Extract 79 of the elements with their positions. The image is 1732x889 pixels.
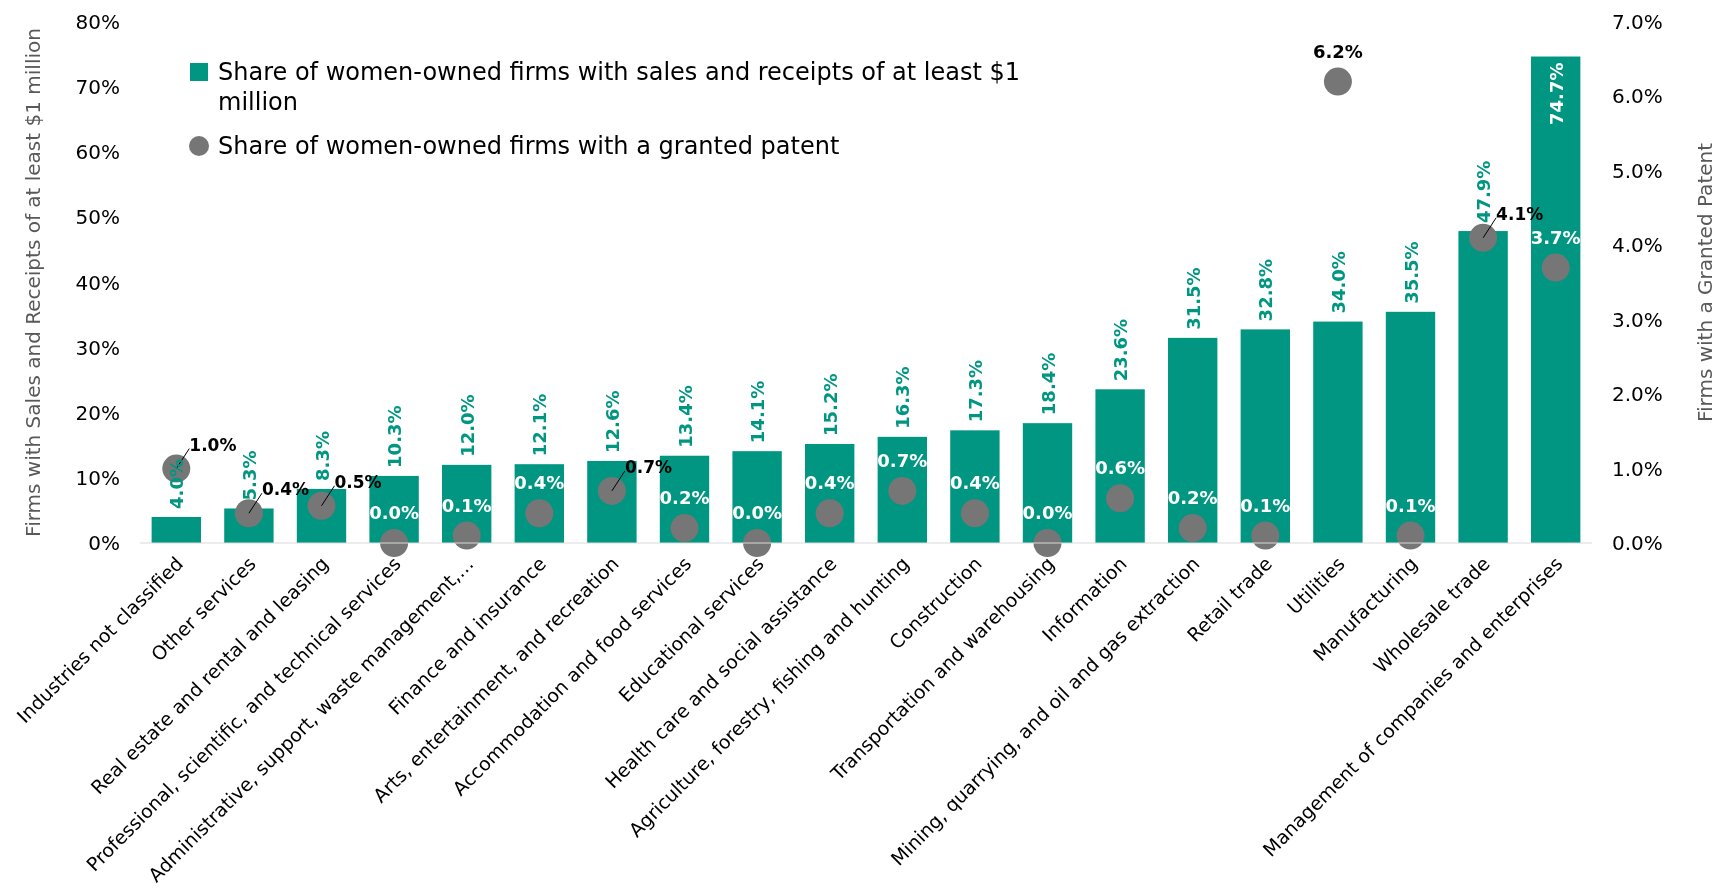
data-label: 1.0%: [189, 434, 237, 455]
point: [1323, 67, 1352, 96]
data-label: 0.4%: [804, 472, 855, 494]
point: [743, 529, 772, 557]
data-label: 12.0%: [456, 394, 478, 457]
point: [1469, 223, 1498, 252]
data-label: 0.4%: [261, 479, 310, 500]
y2-tick-label: 5.0%: [1612, 158, 1663, 183]
data-label: 0.4%: [949, 472, 1000, 494]
point: [1251, 521, 1280, 550]
point: [1541, 253, 1570, 282]
bar: [1458, 231, 1508, 543]
data-label: 5.3%: [238, 450, 260, 501]
data-label: 34.0%: [1327, 251, 1349, 314]
point: [815, 499, 844, 528]
y2-tick-label: 6.0%: [1612, 84, 1663, 109]
y2-tick-label: 7.0%: [1612, 10, 1663, 34]
data-label: 6.2%: [1312, 40, 1363, 62]
data-label: 32.8%: [1255, 258, 1277, 322]
point: [1106, 484, 1135, 513]
data-label: 0.7%: [877, 449, 928, 471]
data-label: 23.6%: [1110, 318, 1132, 382]
data-label: 17.3%: [964, 359, 986, 423]
data-label: 0.4%: [514, 472, 565, 494]
y2-axis-title: Firms with a Granted Patent: [1693, 142, 1717, 423]
data-label: 0.2%: [659, 487, 710, 509]
point: [960, 499, 989, 528]
data-label: 13.4%: [674, 385, 696, 448]
y-tick-label: 40%: [75, 270, 120, 295]
y2-tick-label: 4.0%: [1612, 233, 1663, 258]
data-label: 16.3%: [892, 366, 914, 429]
data-label: 0.6%: [1095, 457, 1146, 479]
data-label: 12.1%: [529, 393, 551, 457]
y-tick-label: 30%: [75, 335, 120, 360]
point: [1033, 529, 1062, 557]
data-label: 74.7%: [1545, 62, 1567, 125]
data-label: 0.2%: [1167, 487, 1218, 509]
data-label: 0.0%: [732, 502, 783, 523]
data-label: 18.4%: [1037, 352, 1059, 416]
bar: [1385, 311, 1436, 543]
y2-tick-label: 1.0%: [1612, 456, 1663, 481]
data-label: 4.0%: [166, 459, 188, 509]
data-label: 3.7%: [1530, 226, 1581, 248]
data-label: 14.1%: [747, 380, 769, 444]
data-label: 12.6%: [601, 390, 623, 453]
y-tick-label: 10%: [75, 465, 120, 490]
point: [452, 521, 481, 550]
point: [1396, 521, 1425, 550]
data-label: 10.3%: [384, 405, 406, 468]
data-label: 15.2%: [819, 373, 841, 437]
bar: [1240, 329, 1290, 543]
data-label: 8.3%: [311, 431, 333, 481]
legend-label: Share of women-owned firms with a granted patent: [218, 132, 840, 161]
data-label: 31.5%: [1182, 267, 1204, 330]
legend-label: Share of women-owned firms with sales and receipts of at least $1 million: [218, 58, 1020, 117]
y2-tick-label: 0.0%: [1612, 531, 1663, 555]
y-axis-title: Firms with Sales and Receipts of at least $1 million: [21, 28, 45, 537]
data-label: 0.1%: [1240, 494, 1291, 516]
data-label: 35.5%: [1400, 241, 1422, 304]
y-tick-label: 0%: [88, 531, 120, 555]
y-tick-label: 50%: [75, 205, 120, 230]
data-label: 0.1%: [1385, 494, 1436, 516]
point: [1178, 514, 1207, 543]
data-label: 47.9%: [1473, 160, 1495, 224]
bar: [1095, 389, 1145, 543]
bar: [151, 516, 201, 543]
bar: [1168, 337, 1218, 543]
y-tick-label: 70%: [75, 75, 120, 100]
y2-tick-label: 2.0%: [1612, 382, 1663, 407]
y2-tick-label: 3.0%: [1612, 307, 1663, 332]
point: [670, 514, 699, 543]
bar: [1313, 321, 1363, 543]
y-tick-label: 60%: [75, 140, 120, 165]
point: [380, 529, 409, 557]
y-tick-label: 20%: [75, 400, 120, 425]
data-label: 0.0%: [369, 502, 420, 523]
data-label: 0.0%: [1022, 502, 1073, 523]
y-tick-label: 80%: [75, 10, 120, 34]
data-label: 0.1%: [441, 494, 492, 516]
